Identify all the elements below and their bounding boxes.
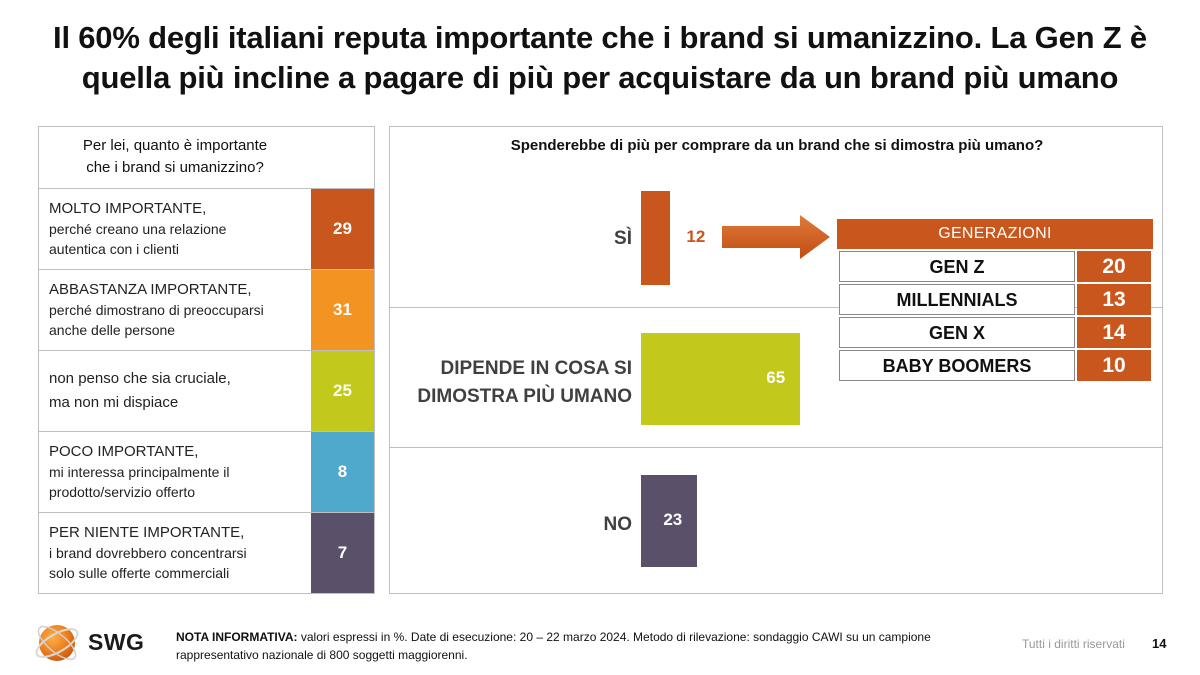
importance-row-comma: , xyxy=(194,443,199,460)
generation-row-millennials: MILLENNIALS 13 xyxy=(837,284,1153,317)
importance-row-sub-2: autentica con i clienti xyxy=(49,241,179,257)
generation-name: GEN Z xyxy=(839,251,1075,282)
importance-row-heading: MOLTO IMPORTANTE xyxy=(49,200,203,217)
row-divider xyxy=(390,447,1162,448)
title-line-2: quella più incline a pagare di più per a… xyxy=(81,60,1119,95)
importance-question-line-2: che i brand si umanizzino? xyxy=(86,159,264,176)
generation-row-gen-x: GEN X 14 xyxy=(837,317,1153,350)
swg-globe-icon xyxy=(35,625,79,661)
spend-panel: Spenderebbe di più per comprare da un br… xyxy=(389,126,1163,594)
bar-value-label: 12 xyxy=(686,227,706,246)
category-label-dipende-line-1: DIPENDE IN COSA SI xyxy=(440,358,632,379)
generation-name: GEN X xyxy=(839,317,1075,348)
importance-row-poco: POCO IMPORTANTE, mi interessa principalm… xyxy=(39,431,374,512)
importance-question-line-1: Per lei, quanto è importante xyxy=(82,137,268,154)
importance-row-text: non penso che sia cruciale, ma non mi di… xyxy=(49,367,304,415)
row-divider xyxy=(390,307,1162,308)
importance-row-comma: , xyxy=(202,200,207,217)
importance-value: 31 xyxy=(311,270,374,350)
generation-value: 13 xyxy=(1077,284,1151,315)
bar-value-label: 65 xyxy=(766,368,786,387)
importance-row-line-2: ma non mi dispiace xyxy=(49,394,179,411)
generations-table: GENERAZIONI GEN Z 20 MILLENNIALS 13 GEN … xyxy=(837,219,1153,384)
importance-row-text: POCO IMPORTANTE, mi interessa principalm… xyxy=(49,442,304,502)
arrow-right-icon xyxy=(722,215,830,259)
importance-row-line-1: non penso che sia cruciale, xyxy=(49,370,231,387)
importance-row-abbastanza: ABBASTANZA IMPORTANTE, perché dimostrano… xyxy=(39,269,374,350)
importance-row-sub-2: solo sulle offerte commerciali xyxy=(49,565,230,581)
importance-row-non-cruciale: non penso che sia cruciale, ma non mi di… xyxy=(39,350,374,431)
importance-row-comma: , xyxy=(240,524,245,541)
category-label-dipende-line-2: DIMOSTRA PIÙ UMANO xyxy=(417,386,632,407)
note-line-1: valori espressi in %. Date di esecuzione… xyxy=(297,630,931,644)
importance-row-heading: PER NIENTE IMPORTANTE xyxy=(49,524,241,541)
bar-si xyxy=(641,191,671,285)
bar-no xyxy=(641,475,698,567)
generations-header: GENERAZIONI xyxy=(837,219,1153,249)
page-title: Il 60% degli italiani reputa importante … xyxy=(20,18,1180,98)
importance-row-sub-1: perché dimostrano di preoccuparsi xyxy=(49,302,264,318)
spend-question: Spenderebbe di più per comprare da un br… xyxy=(510,137,1044,154)
methodology-note: NOTA INFORMATIVA: valori espressi in %. … xyxy=(176,628,976,664)
importance-row-molto: MOLTO IMPORTANTE, perché creano una rela… xyxy=(39,188,374,269)
importance-row-heading: ABBASTANZA IMPORTANTE xyxy=(49,281,248,298)
generation-row-gen-z: GEN Z 20 xyxy=(837,251,1153,284)
importance-row-sub-2: prodotto/servizio offerto xyxy=(49,484,196,500)
importance-row-text: ABBASTANZA IMPORTANTE, perché dimostrano… xyxy=(49,280,304,340)
copyright-text: Tutti i diritti riservati xyxy=(1022,637,1125,651)
swg-logo-text: SWG xyxy=(88,629,145,655)
importance-row-per-niente: PER NIENTE IMPORTANTE, i brand dovrebber… xyxy=(39,512,374,593)
generation-value: 14 xyxy=(1077,317,1151,348)
page-number: 14 xyxy=(1152,636,1167,651)
category-label-dipende: DIPENDE IN COSA SI DIMOSTRA PIÙ UMANO xyxy=(390,355,632,411)
note-line-2: rappresentativo nazionale di 800 soggett… xyxy=(176,648,468,662)
note-label: NOTA INFORMATIVA: xyxy=(176,630,298,644)
importance-panel: Per lei, quanto è importante che i brand… xyxy=(38,126,375,594)
importance-row-comma: , xyxy=(247,281,252,298)
importance-row-sub-1: perché creano una relazione xyxy=(49,221,227,237)
importance-row-sub-1: mi interessa principalmente il xyxy=(49,464,230,480)
bar-value-label: 23 xyxy=(663,510,683,529)
importance-question: Per lei, quanto è importante che i brand… xyxy=(39,135,311,179)
importance-row-sub-2: anche delle persone xyxy=(49,322,176,338)
category-label-no: NO xyxy=(603,514,633,535)
category-label-si: SÌ xyxy=(614,228,632,249)
importance-value: 8 xyxy=(311,432,374,512)
importance-value: 29 xyxy=(311,189,374,269)
importance-value: 25 xyxy=(311,351,374,431)
importance-row-text: MOLTO IMPORTANTE, perché creano una rela… xyxy=(49,199,304,259)
importance-row-sub-1: i brand dovrebbero concentrarsi xyxy=(49,545,247,561)
importance-value: 7 xyxy=(311,513,374,593)
generation-name: MILLENNIALS xyxy=(839,284,1075,315)
title-line-1: Il 60% degli italiani reputa importante … xyxy=(53,20,1147,55)
generation-name: BABY BOOMERS xyxy=(839,350,1075,381)
generation-value: 10 xyxy=(1077,350,1151,381)
generation-row-baby-boomers: BABY BOOMERS 10 xyxy=(837,350,1153,383)
importance-row-heading: POCO IMPORTANTE xyxy=(49,443,195,460)
bar-dipende xyxy=(641,333,801,425)
generation-value: 20 xyxy=(1077,251,1151,282)
importance-row-text: PER NIENTE IMPORTANTE, i brand dovrebber… xyxy=(49,523,304,583)
